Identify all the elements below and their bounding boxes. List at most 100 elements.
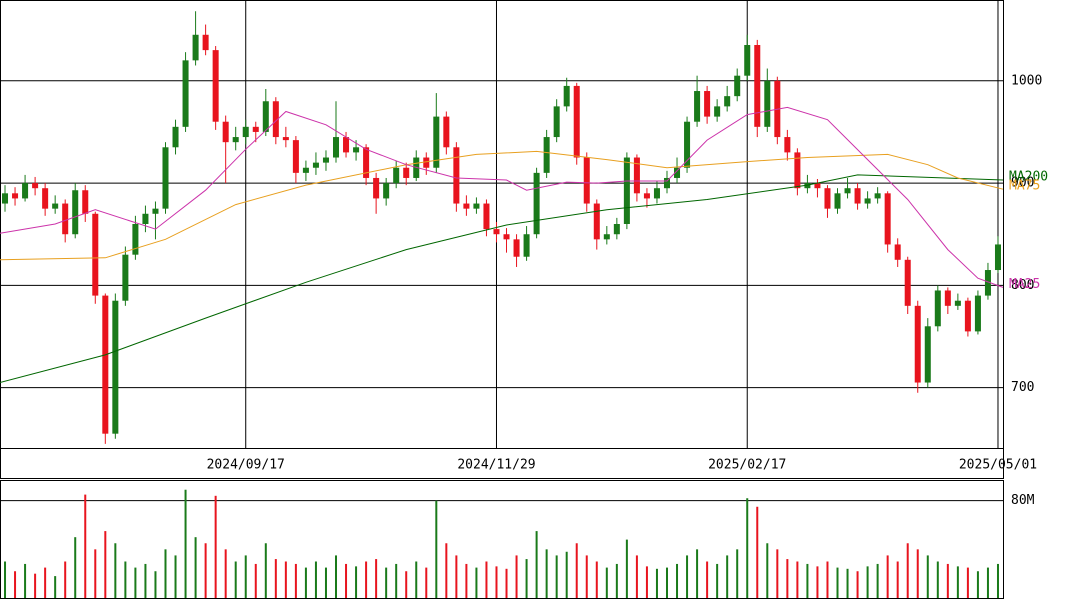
volume-bar xyxy=(54,576,57,598)
candle-body xyxy=(984,270,991,296)
volume-bar xyxy=(154,571,157,598)
volume-bar xyxy=(575,543,578,598)
moving-average-line xyxy=(0,174,1004,383)
candle-body xyxy=(172,126,179,148)
volume-bar xyxy=(304,567,307,598)
x-tick-label: 2025/05/01 xyxy=(959,458,1037,473)
date-strip xyxy=(0,448,1004,479)
candle-body xyxy=(764,80,771,127)
candle-body xyxy=(924,326,931,383)
volume-bar xyxy=(625,539,628,598)
candle-body xyxy=(152,208,159,214)
candle-body xyxy=(964,300,971,332)
volume-bar xyxy=(425,567,428,598)
candle-body xyxy=(533,172,540,235)
candle-body xyxy=(523,234,530,257)
candle-body xyxy=(122,254,129,301)
candle-body xyxy=(814,183,821,189)
candle-body xyxy=(393,167,400,184)
candle-body xyxy=(573,85,580,158)
volume-bar xyxy=(395,563,398,598)
volume-bar xyxy=(756,506,759,598)
candle-body xyxy=(974,295,981,332)
volume-bar xyxy=(375,559,378,598)
volume-bar xyxy=(766,543,769,598)
volume-bar xyxy=(585,555,588,598)
candle-body xyxy=(623,157,630,224)
volume-bar xyxy=(84,494,87,598)
volume-bar xyxy=(244,555,247,598)
candle-body xyxy=(292,140,299,173)
candle-body xyxy=(784,137,791,153)
candle-body xyxy=(653,188,660,199)
volume-bar xyxy=(94,549,97,598)
candle-body xyxy=(272,101,279,138)
candle-body xyxy=(714,106,721,117)
candle-body xyxy=(92,213,99,296)
volume-bar xyxy=(816,566,819,598)
candle-body xyxy=(62,203,69,235)
y-tick-label: 700 xyxy=(1011,380,1034,395)
volume-bar xyxy=(485,561,488,598)
y-tick-label: 80M xyxy=(1011,493,1035,508)
volume-bar xyxy=(846,568,849,598)
volume-bar xyxy=(996,563,999,598)
volume-bar xyxy=(655,568,658,598)
volume-bar xyxy=(224,549,227,598)
x-tick-label: 2024/11/29 xyxy=(457,458,535,473)
volume-bar xyxy=(44,567,47,598)
volume-bar xyxy=(746,498,749,598)
volume-bar xyxy=(365,561,368,598)
volume-bar xyxy=(966,567,969,598)
candle-body xyxy=(583,157,590,204)
candle-body xyxy=(563,85,570,107)
volume-bar xyxy=(284,561,287,598)
volume-bar xyxy=(906,543,909,598)
volume-bar xyxy=(515,555,518,598)
volume-bar xyxy=(14,571,17,598)
volume-bar xyxy=(294,563,297,598)
y-tick-label: 1000 xyxy=(1011,73,1042,88)
candle-body xyxy=(112,300,119,434)
candle-body xyxy=(674,167,681,178)
volume-bar xyxy=(264,543,267,598)
volume-bar xyxy=(796,561,799,598)
candle-body xyxy=(613,224,620,235)
volume-bar xyxy=(686,555,689,598)
candle-body xyxy=(754,45,761,127)
volume-panel xyxy=(0,480,1004,599)
candle-body xyxy=(694,91,701,122)
candle-body xyxy=(423,157,430,168)
candle-body xyxy=(493,229,500,235)
candle-body xyxy=(363,147,370,178)
volume-bar xyxy=(615,563,618,598)
candle-body xyxy=(192,34,199,61)
volume-bar xyxy=(214,495,217,598)
x-tick-label: 2024/09/17 xyxy=(207,458,285,473)
candle-body xyxy=(724,96,731,107)
candle-body xyxy=(202,34,209,51)
volume-bar xyxy=(274,559,277,598)
volume-bar xyxy=(696,549,699,598)
candle-body xyxy=(603,234,610,240)
volume-bar xyxy=(104,531,107,598)
candle-body xyxy=(633,157,640,194)
candle-body xyxy=(663,177,671,189)
candle-body xyxy=(894,244,901,260)
candle-body xyxy=(824,188,831,209)
volume-bar xyxy=(676,563,679,598)
volume-bar xyxy=(726,555,729,598)
volume-bar xyxy=(465,563,468,598)
candle-body xyxy=(934,290,941,327)
volume-bar xyxy=(565,551,568,598)
volume-bar xyxy=(706,561,709,598)
candle-body xyxy=(994,244,1001,271)
candle-body xyxy=(312,162,319,168)
volume-bar xyxy=(34,573,37,598)
volume-bar xyxy=(335,555,338,598)
volume-bar xyxy=(324,567,327,598)
candle-body xyxy=(433,116,440,168)
volume-bar xyxy=(415,561,418,598)
candle-body xyxy=(643,193,650,199)
